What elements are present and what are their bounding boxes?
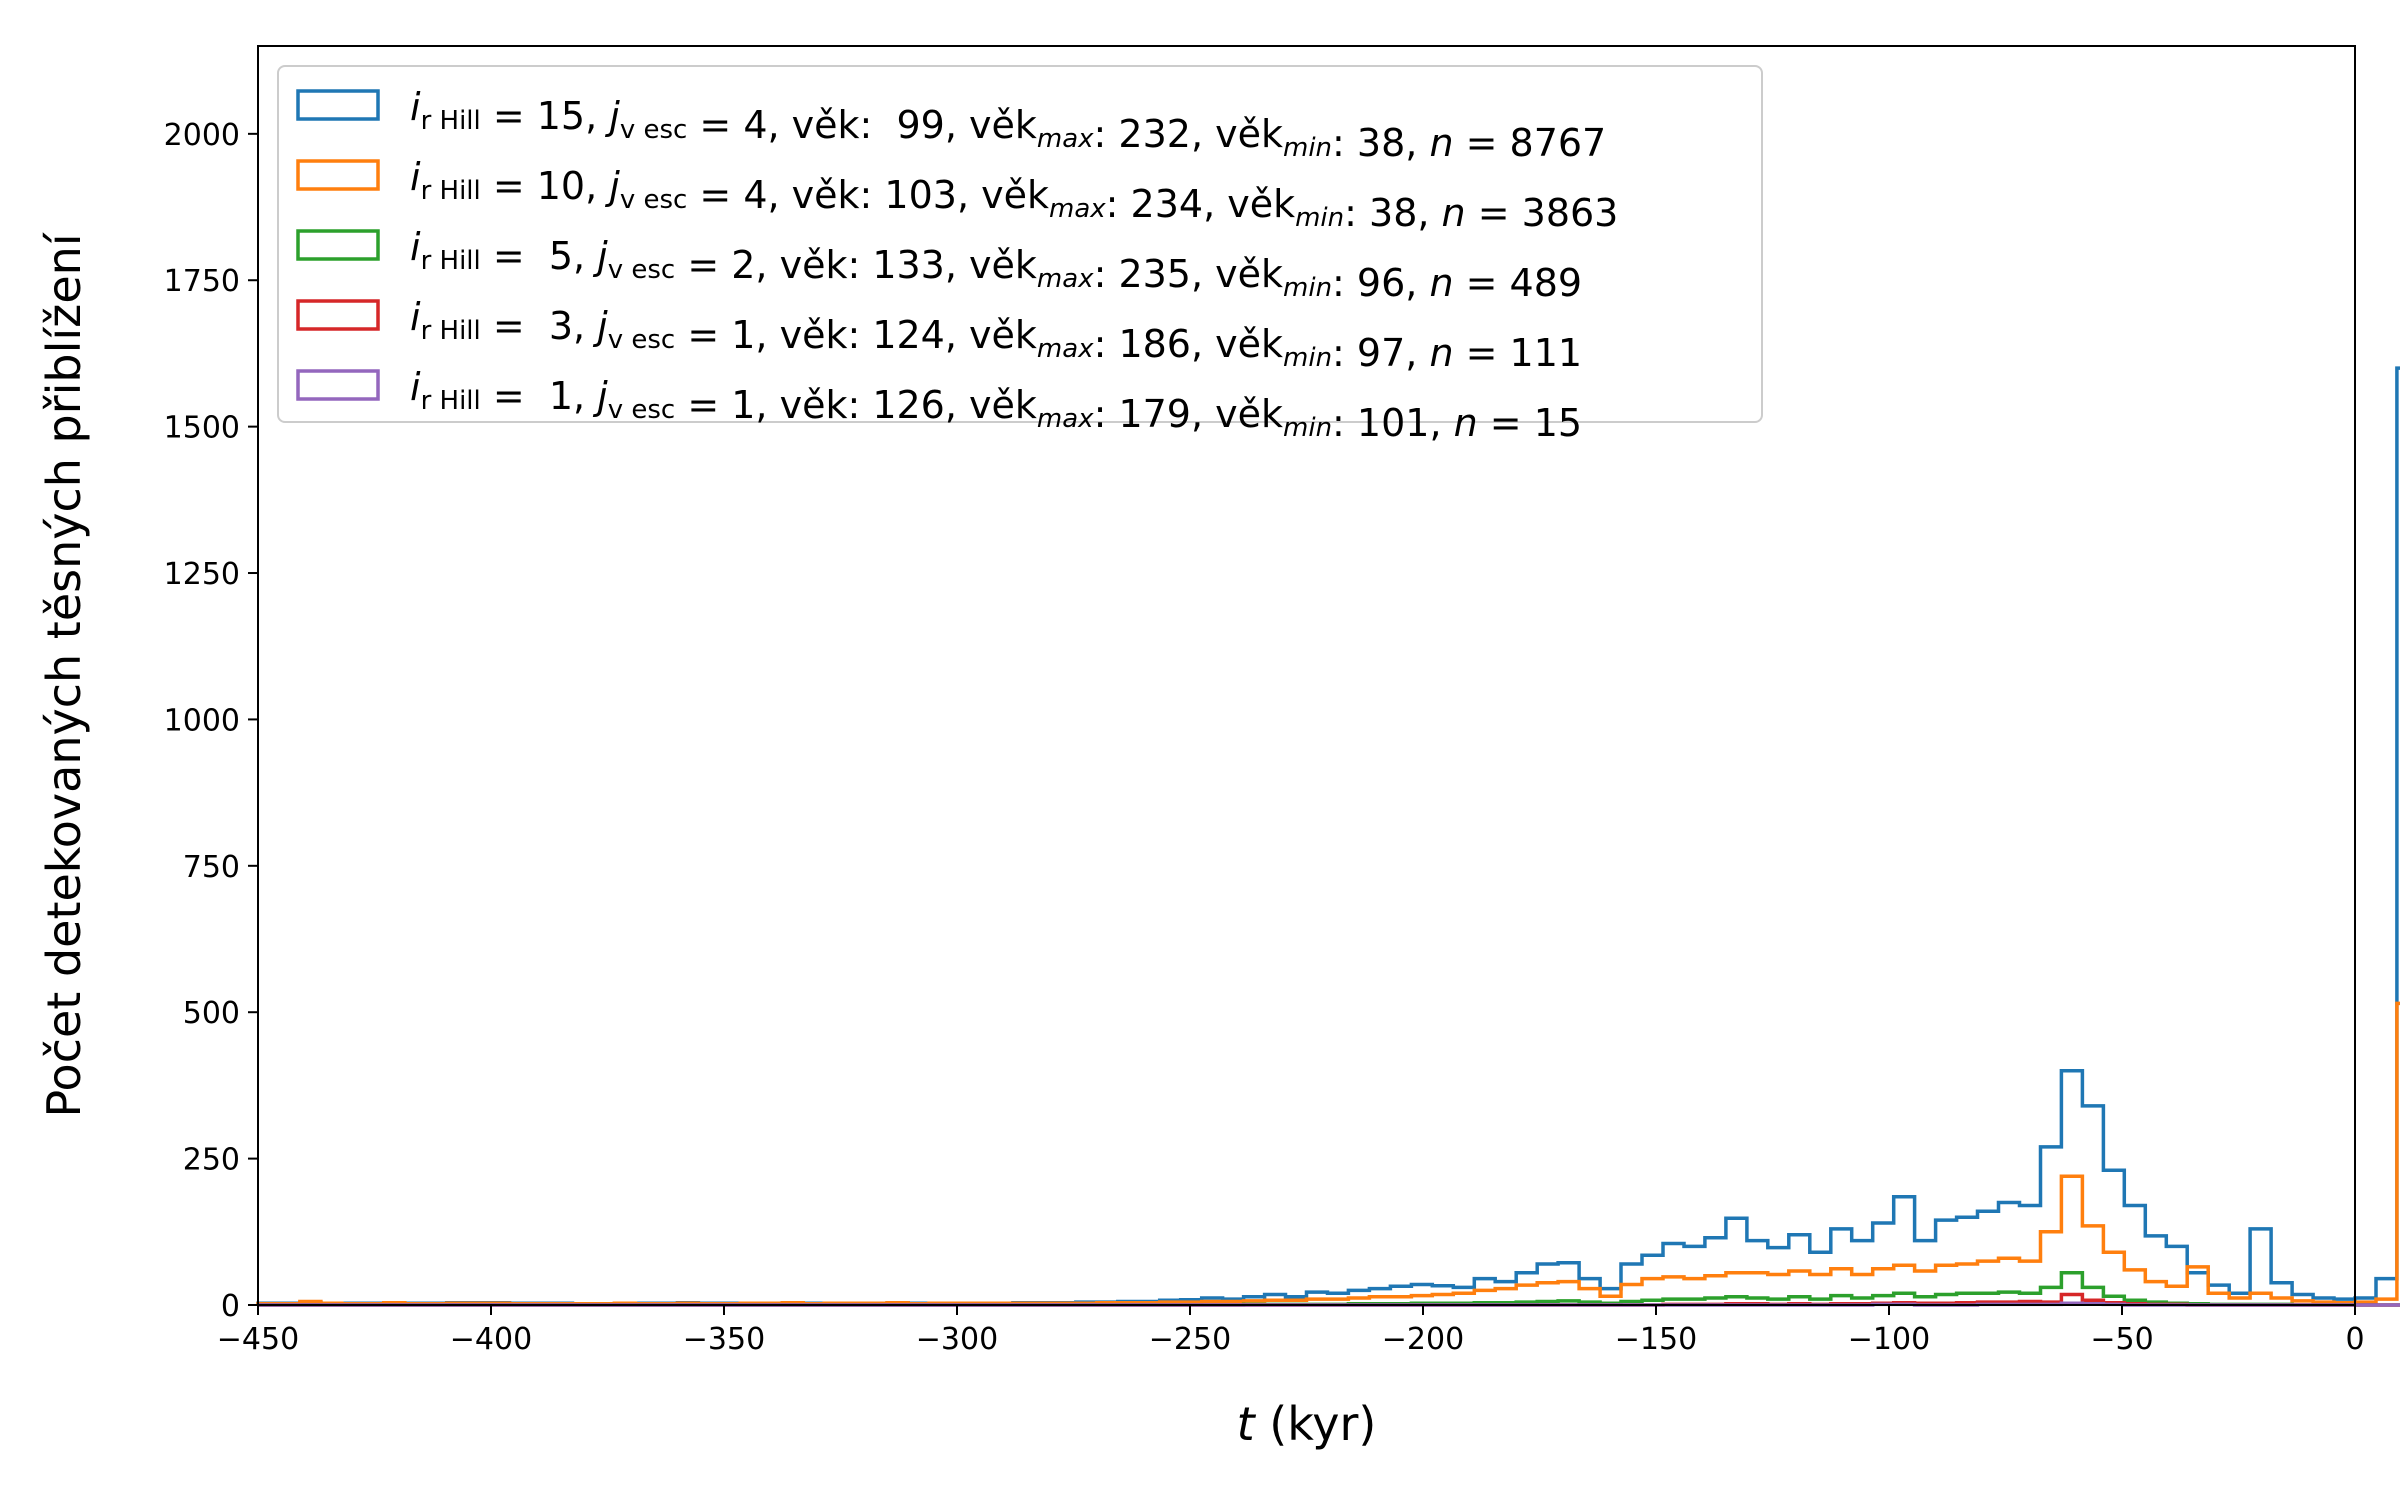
legend-text-part: : 235, věk (1094, 252, 1283, 296)
legend-text-part: : 234, věk (1106, 182, 1295, 226)
x-tick-label: −250 (1149, 1322, 1231, 1357)
legend-entry-4: ir Hill = 3, jv esc = 1, věk: 124, věkma… (410, 295, 1582, 375)
legend-text-part: n (1454, 401, 1478, 445)
legend-text-part: = 4, (687, 103, 791, 147)
x-tick-label: −300 (916, 1322, 998, 1357)
legend-entry-3: ir Hill = 5, jv esc = 2, věk: 133, věkma… (410, 225, 1582, 305)
x-axis-title: t (kyr) (1237, 1397, 1377, 1451)
legend-entry-5: ir Hill = 1, jv esc = 1, věk: 126, věkma… (410, 365, 1582, 445)
legend-text-part: max (1037, 334, 1094, 364)
legend-text-part: = 2, (675, 243, 779, 287)
x-tick-label: 0 (2345, 1322, 2364, 1357)
legend-text-part: = 1, (481, 374, 597, 418)
legend-text-part: r Hill (421, 386, 481, 416)
legend: ir Hill = 15, jv esc = 4, věk: 99, věkma… (277, 65, 1763, 445)
x-tick-label: −150 (1615, 1322, 1697, 1357)
x-tick-label: −200 (1382, 1322, 1464, 1357)
x-axis-variable: t (1237, 1397, 1257, 1451)
y-tick-label: 250 (183, 1143, 240, 1178)
legend-text-part: = 111 (1454, 331, 1583, 375)
legend-text-part: min (1283, 273, 1332, 303)
plot-frame (257, 45, 2356, 1306)
y-tick-label: 1750 (164, 264, 240, 299)
legend-text-part: i (410, 295, 421, 339)
legend-entry-2: ir Hill = 10, jv esc = 4, věk: 103, věkm… (410, 155, 1618, 235)
legend-text-part: r Hill (421, 106, 481, 136)
y-tick-label: 1500 (164, 411, 240, 446)
legend-text-part: v esc (620, 115, 688, 145)
legend-text-part: věk: 133, věk (780, 243, 1037, 287)
y-tick-label: 750 (183, 850, 240, 885)
legend-swatch-3 (296, 229, 380, 261)
legend-text-part: min (1283, 343, 1332, 373)
legend-text-part: = 15, (481, 94, 610, 138)
legend-text-part: = 3863 (1466, 191, 1619, 235)
legend-text-part: n (1429, 331, 1453, 375)
legend-text-part: i (410, 155, 421, 199)
legend-text-part: = 15 (1478, 401, 1582, 445)
legend-text-part: = 1, (675, 313, 779, 357)
legend-text-part: max (1037, 264, 1094, 294)
legend-entry-1: ir Hill = 15, jv esc = 4, věk: 99, věkma… (410, 85, 1606, 165)
legend-swatch-5 (296, 369, 380, 401)
legend-text-part: v esc (608, 325, 676, 355)
legend-text-part: max (1037, 124, 1094, 154)
legend-text-part: min (1283, 133, 1332, 163)
legend-text-part: : 186, věk (1094, 322, 1283, 366)
y-axis-ticks: 0 250 500 750 1000 1250 1500 1750 2000 (164, 118, 258, 1324)
legend-text-part: : 96, (1332, 261, 1429, 305)
legend-text-part: : 38, (1344, 191, 1441, 235)
legend-text-part: věk: 124, věk (780, 313, 1037, 357)
x-axis-unit: (kyr) (1255, 1397, 1377, 1451)
legend-text-part: max (1037, 404, 1094, 434)
legend-text-part: = 5, (481, 234, 597, 278)
legend-text-part: r Hill (421, 176, 481, 206)
legend-text-part: r Hill (421, 246, 481, 276)
legend-text-part: r Hill (421, 316, 481, 346)
legend-text-part: : 38, (1332, 121, 1429, 165)
legend-text-part: i (410, 85, 421, 129)
legend-swatch-1 (296, 89, 380, 121)
y-tick-label: 500 (183, 996, 240, 1031)
legend-text-part: : 179, věk (1094, 392, 1283, 436)
legend-text-part: max (1049, 194, 1106, 224)
legend-text-part: věk: 99, věk (792, 103, 1037, 147)
y-tick-label: 1000 (164, 703, 240, 738)
legend-text-part: = 10, (481, 164, 610, 208)
x-tick-label: −100 (1848, 1322, 1930, 1357)
x-tick-label: −400 (450, 1322, 532, 1357)
legend-text-part: = 3, (481, 304, 597, 348)
legend-text-part: v esc (608, 255, 676, 285)
y-tick-label: 2000 (164, 118, 240, 153)
x-tick-label: −350 (683, 1322, 765, 1357)
y-axis-title: Počet detekovaných těsných přiblížení (37, 232, 91, 1117)
legend-swatch-2 (296, 159, 380, 191)
legend-swatch-4 (296, 299, 380, 331)
y-tick-label: 1250 (164, 557, 240, 592)
legend-text-part: : 97, (1332, 331, 1429, 375)
legend-text-part: věk: 126, věk (780, 383, 1037, 427)
legend-text-part: : 232, věk (1094, 112, 1283, 156)
legend-text-part: v esc (620, 185, 688, 215)
y-tick-label: 0 (221, 1289, 240, 1324)
legend-text-part: věk: 103, věk (792, 173, 1049, 217)
x-axis-ticks: −450 −400 −350 −300 −250 −200 −150 −100 −50 0 (217, 1305, 2365, 1357)
legend-text-part: v esc (608, 395, 676, 425)
legend-text-part: n (1429, 121, 1453, 165)
legend-text-part: = 8767 (1454, 121, 1607, 165)
x-tick-label: −50 (2090, 1322, 2153, 1357)
legend-text-part: i (410, 365, 421, 409)
legend-text-part: min (1283, 413, 1332, 443)
x-tick-label: −450 (217, 1322, 299, 1357)
legend-text-part: = 4, (687, 173, 791, 217)
legend-box (277, 65, 1763, 423)
legend-text-part: n (1429, 261, 1453, 305)
legend-text-part: = 1, (675, 383, 779, 427)
legend-text-part: : 101, (1332, 401, 1454, 445)
legend-text-part: = 489 (1454, 261, 1583, 305)
legend-text-part: i (410, 225, 421, 269)
legend-text-part: n (1442, 191, 1466, 235)
legend-text-part: min (1295, 203, 1344, 233)
